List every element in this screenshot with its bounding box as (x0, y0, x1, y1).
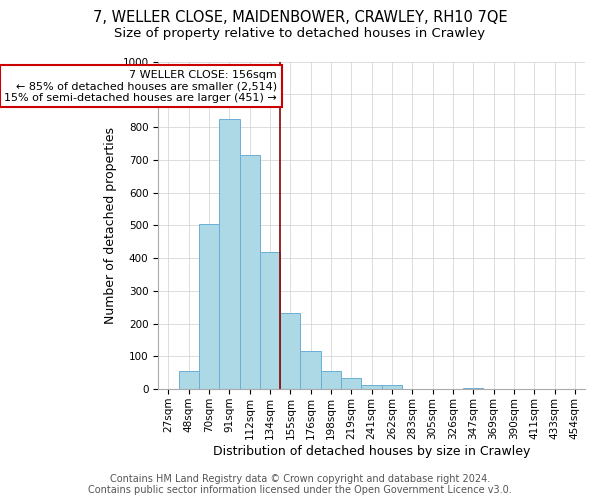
Bar (260, 252, 280, 389)
Bar (301, 350, 321, 389)
Bar (179, 370, 199, 389)
Bar (219, 119, 239, 389)
Bar (341, 378, 361, 389)
Text: Contains public sector information licensed under the Open Government Licence v3: Contains public sector information licen… (88, 485, 512, 495)
Bar (239, 155, 260, 389)
Bar (463, 388, 484, 389)
Text: Size of property relative to detached houses in Crawley: Size of property relative to detached ho… (115, 28, 485, 40)
X-axis label: Distribution of detached houses by size in Crawley: Distribution of detached houses by size … (213, 444, 530, 458)
Text: Contains HM Land Registry data © Crown copyright and database right 2024.: Contains HM Land Registry data © Crown c… (110, 474, 490, 484)
Text: 7, WELLER CLOSE, MAIDENBOWER, CRAWLEY, RH10 7QE: 7, WELLER CLOSE, MAIDENBOWER, CRAWLEY, R… (92, 10, 508, 25)
Bar (361, 385, 382, 389)
Y-axis label: Number of detached properties: Number of detached properties (104, 127, 117, 324)
Bar (199, 224, 219, 389)
Bar (280, 313, 301, 389)
Bar (321, 370, 341, 389)
Bar (382, 385, 402, 389)
Text: 7 WELLER CLOSE: 156sqm
← 85% of detached houses are smaller (2,514)
15% of semi-: 7 WELLER CLOSE: 156sqm ← 85% of detached… (4, 70, 277, 103)
